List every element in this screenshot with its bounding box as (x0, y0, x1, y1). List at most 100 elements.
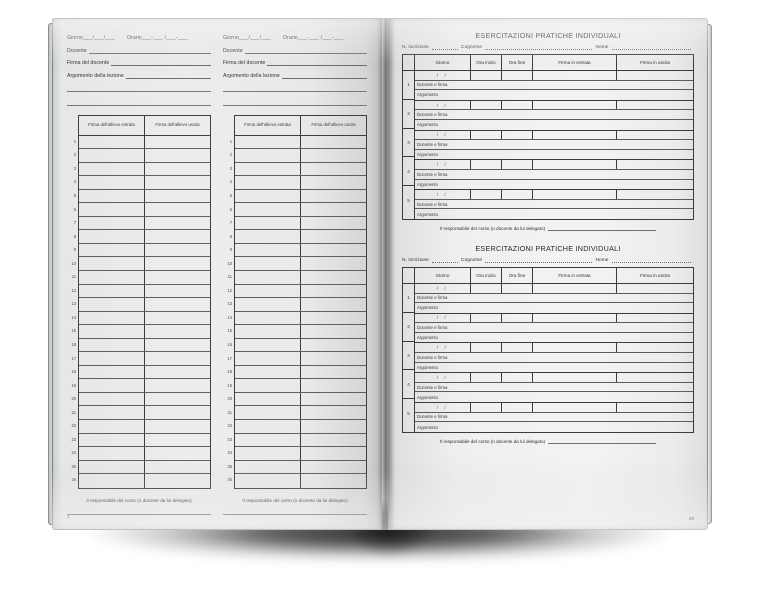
signature-entrata-cell[interactable] (79, 474, 145, 488)
iscrizione-write-line[interactable] (431, 44, 458, 50)
entry-date-cell[interactable]: / / (415, 100, 471, 110)
signature-entrata-cell[interactable] (79, 135, 145, 149)
signature-entrata-cell[interactable] (79, 284, 145, 298)
orario-slots[interactable]: ___-___ /___-___ (297, 35, 344, 41)
signature-uscita-cell[interactable] (301, 434, 366, 447)
signature-entrata-cell[interactable] (79, 406, 145, 419)
entry-argomento-row[interactable]: Argomento (417, 92, 439, 98)
entry-docente-row[interactable]: Docente e firma (415, 140, 693, 150)
signature-entrata-cell[interactable] (235, 433, 301, 447)
orario-slots[interactable]: ___-___ /___-___ (141, 35, 188, 41)
entry-firma-entrata-cell[interactable] (533, 130, 617, 140)
signature-entrata-cell[interactable] (235, 474, 301, 488)
entry-ora-fine-cell[interactable] (502, 130, 533, 140)
signature-uscita-cell[interactable] (145, 312, 210, 325)
signature-uscita-cell[interactable] (301, 217, 366, 230)
entry-firma-entrata-cell[interactable] (533, 100, 617, 110)
signature-uscita-cell[interactable] (301, 149, 366, 162)
signature-entrata-cell[interactable] (79, 162, 145, 176)
entry-ora-fine-cell[interactable] (502, 190, 533, 199)
signature-uscita-cell[interactable] (145, 203, 210, 216)
entry-ora-inizio-cell[interactable] (471, 71, 502, 80)
signature-entrata-cell[interactable] (235, 216, 301, 230)
signature-entrata-cell[interactable] (235, 338, 301, 352)
signature-uscita-cell[interactable] (301, 244, 366, 257)
entry-ora-inizio-cell[interactable] (471, 100, 502, 110)
signature-entrata-cell[interactable] (235, 243, 301, 257)
signature-entrata-cell[interactable] (79, 257, 145, 270)
signature-uscita-cell[interactable] (301, 257, 366, 270)
signature-entrata-cell[interactable] (235, 203, 301, 216)
signature-entrata-cell[interactable] (79, 216, 145, 230)
entry-date-cell[interactable]: / / (415, 403, 471, 412)
entry-firma-uscita-cell[interactable] (617, 373, 693, 382)
entry-ora-fine-cell[interactable] (502, 343, 533, 353)
nome-write-line[interactable] (611, 44, 691, 50)
signature-uscita-cell[interactable] (145, 163, 210, 176)
entry-docente-row[interactable]: Docente e firma (415, 294, 693, 304)
signature-entrata-cell[interactable] (79, 352, 145, 365)
entry-firma-entrata-cell[interactable] (533, 283, 617, 293)
signature-uscita-cell[interactable] (145, 285, 210, 298)
entry-docente-row[interactable]: Docente e firma (415, 81, 693, 91)
entry-firma-entrata-cell[interactable] (533, 71, 617, 80)
signature-uscita-cell[interactable] (145, 447, 210, 460)
signature-uscita-cell[interactable] (301, 230, 366, 243)
signature-entrata-cell[interactable] (235, 365, 301, 379)
signature-entrata-cell[interactable] (79, 311, 145, 325)
entry-ora-fine-cell[interactable] (502, 283, 533, 293)
signature-entrata-cell[interactable] (79, 460, 145, 474)
responsabile-signature-line[interactable] (548, 225, 657, 231)
responsabile-signature-line[interactable] (548, 438, 657, 444)
entry-date-cell[interactable]: / / (415, 130, 471, 140)
argomento-extra-line-2[interactable] (67, 99, 211, 106)
signature-uscita-cell[interactable] (145, 406, 210, 419)
entry-docente-row[interactable]: Docente e firma (415, 413, 693, 423)
signature-entrata-cell[interactable] (235, 352, 301, 365)
giorno-slots[interactable]: ___/___/___ (238, 35, 272, 41)
entry-date-cell[interactable]: / / (415, 190, 471, 199)
signature-uscita-cell[interactable] (301, 393, 366, 406)
signature-uscita-cell[interactable] (301, 379, 366, 392)
docente-write-line[interactable] (88, 48, 211, 54)
signature-entrata-cell[interactable] (79, 230, 145, 243)
signature-entrata-cell[interactable] (235, 325, 301, 338)
entry-docente-row[interactable]: Docente e firma (415, 353, 693, 363)
signature-uscita-cell[interactable] (301, 298, 366, 311)
signature-uscita-cell[interactable] (301, 339, 366, 352)
entry-date-cell[interactable]: / / (415, 283, 471, 293)
entry-argomento-row[interactable]: Argomento (417, 211, 439, 217)
entry-argomento-row[interactable]: Argomento (417, 335, 439, 341)
signature-entrata-cell[interactable] (235, 230, 301, 243)
signature-uscita-cell[interactable] (145, 176, 210, 189)
entry-docente-row[interactable]: Docente e firma (415, 110, 693, 120)
signature-entrata-cell[interactable] (235, 135, 301, 149)
signature-uscita-cell[interactable] (145, 136, 210, 149)
signature-uscita-cell[interactable] (301, 325, 366, 338)
entry-ora-inizio-cell[interactable] (471, 313, 502, 323)
entry-ora-inizio-cell[interactable] (471, 190, 502, 199)
signature-entrata-cell[interactable] (79, 447, 145, 460)
entry-argomento-row[interactable]: Argomento (417, 122, 439, 128)
signature-entrata-cell[interactable] (79, 270, 145, 284)
signature-entrata-cell[interactable] (79, 419, 145, 433)
entry-ora-fine-cell[interactable] (502, 100, 533, 110)
entry-firma-uscita-cell[interactable] (617, 343, 693, 352)
signature-uscita-cell[interactable] (301, 285, 366, 298)
entry-docente-row[interactable]: Docente e firma (415, 170, 693, 180)
signature-entrata-cell[interactable] (235, 298, 301, 311)
signature-uscita-cell[interactable] (145, 434, 210, 447)
signature-uscita-cell[interactable] (301, 271, 366, 284)
entry-ora-inizio-cell[interactable] (471, 373, 502, 382)
entry-ora-fine-cell[interactable] (502, 313, 533, 323)
signature-uscita-cell[interactable] (301, 461, 366, 474)
entry-firma-entrata-cell[interactable] (533, 373, 617, 382)
signature-entrata-cell[interactable] (79, 325, 145, 338)
signature-uscita-cell[interactable] (145, 339, 210, 352)
signature-uscita-cell[interactable] (145, 461, 210, 474)
entry-ora-inizio-cell[interactable] (471, 283, 502, 293)
signature-entrata-cell[interactable] (79, 298, 145, 311)
signature-uscita-cell[interactable] (301, 406, 366, 419)
signature-uscita-cell[interactable] (145, 190, 210, 203)
signature-entrata-cell[interactable] (79, 392, 145, 406)
